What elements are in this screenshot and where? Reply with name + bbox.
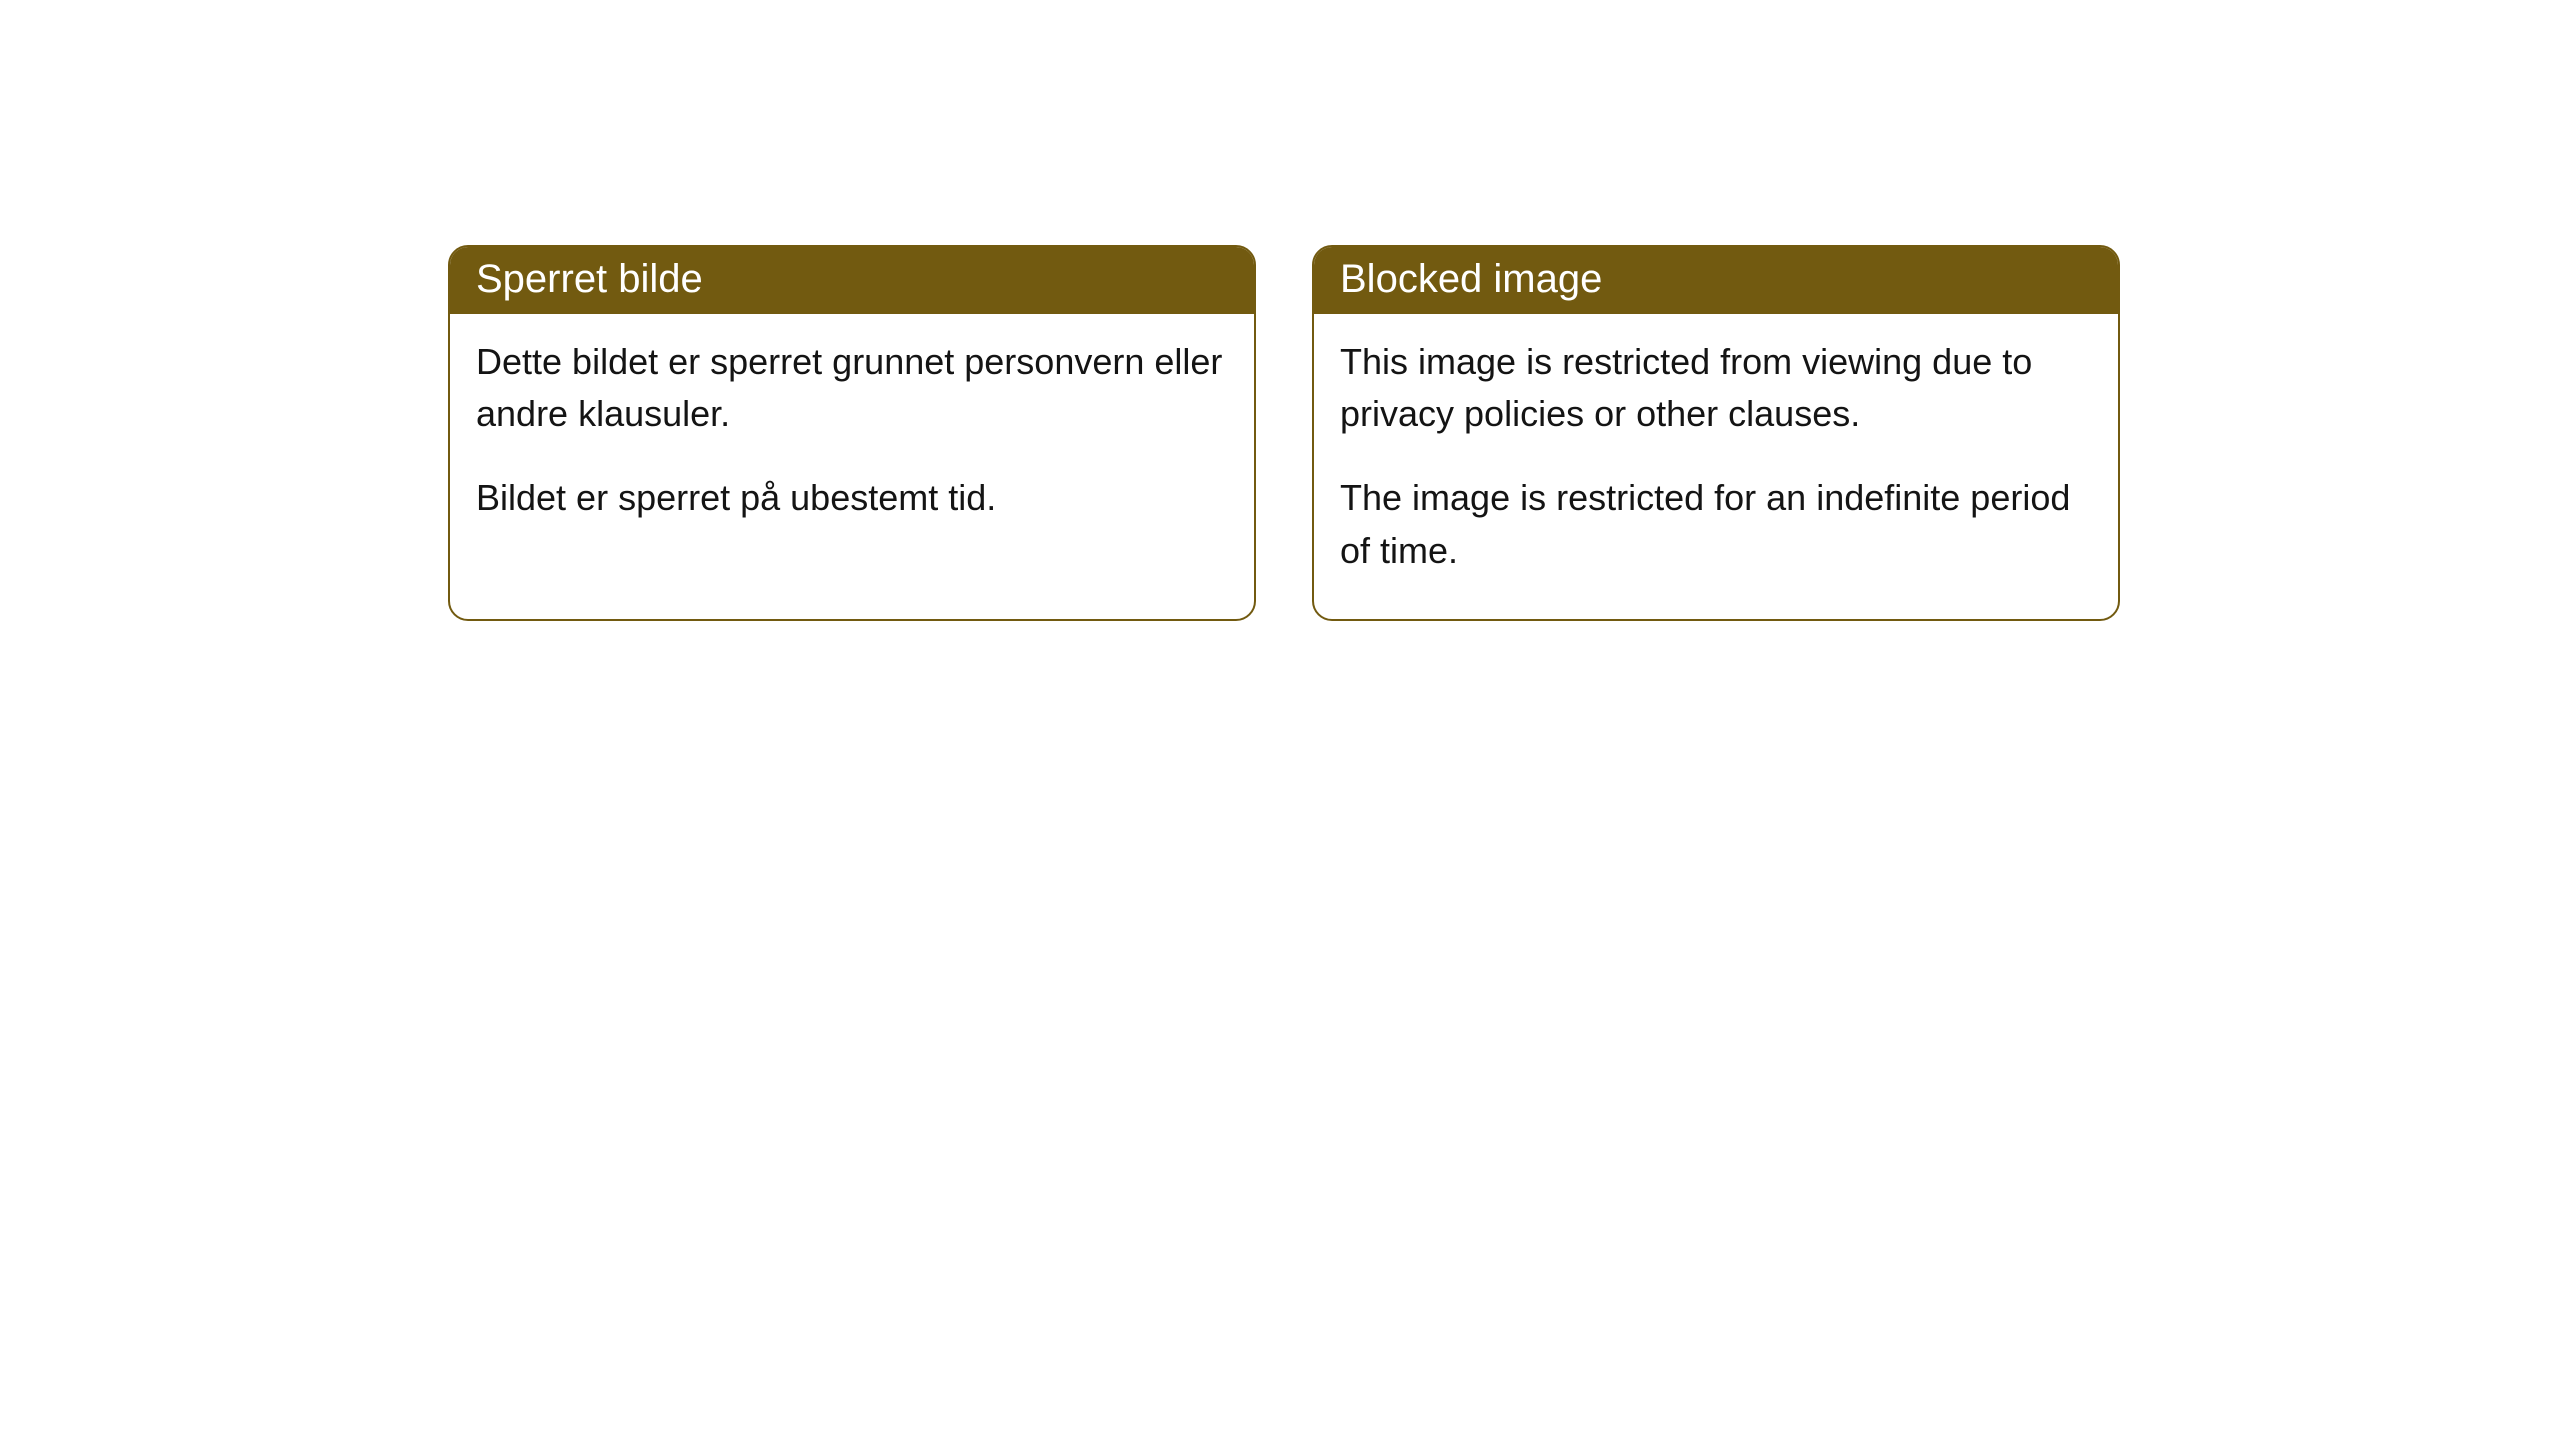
card-paragraph-1: This image is restricted from viewing du… [1340,336,2092,440]
card-body-norwegian: Dette bildet er sperret grunnet personve… [450,314,1254,567]
card-header-norwegian: Sperret bilde [450,247,1254,314]
card-norwegian: Sperret bilde Dette bildet er sperret gr… [448,245,1256,621]
card-header-english: Blocked image [1314,247,2118,314]
cards-container: Sperret bilde Dette bildet er sperret gr… [0,0,2560,621]
card-paragraph-2: Bildet er sperret på ubestemt tid. [476,472,1228,524]
card-paragraph-2: The image is restricted for an indefinit… [1340,472,2092,576]
card-english: Blocked image This image is restricted f… [1312,245,2120,621]
card-paragraph-1: Dette bildet er sperret grunnet personve… [476,336,1228,440]
card-body-english: This image is restricted from viewing du… [1314,314,2118,619]
